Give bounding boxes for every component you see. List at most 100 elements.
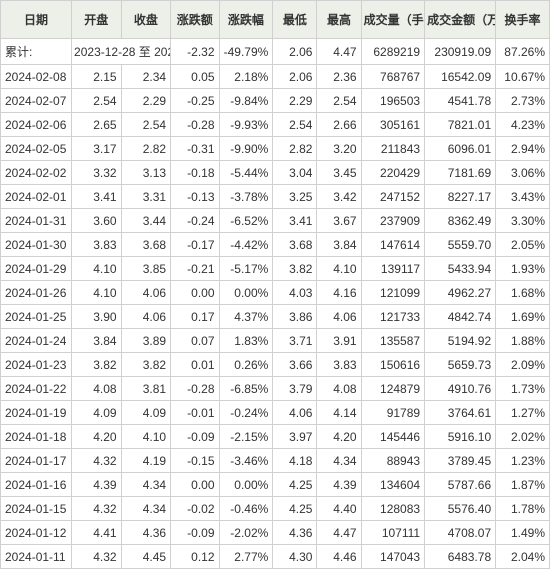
col-header-date: 日期 [1,1,72,39]
cell-vol: 88943 [361,449,425,473]
cell-chgval: -0.17 [171,233,219,257]
cell-low: 4.30 [273,545,317,569]
cell-chgpct: -0.24% [219,401,273,425]
cell-open: 4.32 [72,545,122,569]
cell-vol: 305161 [361,113,425,137]
cell-high: 4.34 [317,449,361,473]
cell-close: 3.89 [121,329,171,353]
stock-history-table: 日期 开盘 收盘 涨跌额 涨跌幅 最低 最高 成交量（手） 成交金额（万） 换手… [0,0,550,569]
cell-chgval: -0.13 [171,185,219,209]
cell-amt: 8362.49 [425,209,496,233]
cell-chgpct: -5.44% [219,161,273,185]
cell-chgpct: -5.17% [219,257,273,281]
cell-chgpct: 1.83% [219,329,273,353]
cell-turn: 2.09% [496,353,550,377]
cell-low: 4.25 [273,473,317,497]
cell-turn: 1.23% [496,449,550,473]
cell-turn: 3.43% [496,185,550,209]
cell-chgval: 0.05 [171,65,219,89]
cell-chgpct: 0.26% [219,353,273,377]
cell-date: 2024-01-22 [1,377,72,401]
cell-chgval: 0.01 [171,353,219,377]
cell-vol: 247152 [361,185,425,209]
cell-date: 2024-01-23 [1,353,72,377]
cell-close: 3.44 [121,209,171,233]
cell-high: 3.84 [317,233,361,257]
cell-vol: 145446 [361,425,425,449]
table-header: 日期 开盘 收盘 涨跌额 涨跌幅 最低 最高 成交量（手） 成交金额（万） 换手… [1,1,550,39]
cell-open: 3.60 [72,209,122,233]
cell-high: 3.20 [317,137,361,161]
cell-high: 4.10 [317,257,361,281]
summary-label: 累计: [1,39,72,65]
cell-high: 4.08 [317,377,361,401]
table-row: 2024-01-294.103.85-0.21-5.17%3.824.10139… [1,257,550,281]
cell-open: 4.20 [72,425,122,449]
cell-low: 2.29 [273,89,317,113]
cell-vol: 128083 [361,497,425,521]
cell-low: 4.18 [273,449,317,473]
cell-turn: 4.23% [496,113,550,137]
cell-vol: 196503 [361,89,425,113]
cell-amt: 4541.78 [425,89,496,113]
cell-amt: 4962.27 [425,281,496,305]
table-row: 2024-01-224.083.81-0.28-6.85%3.794.08124… [1,377,550,401]
cell-turn: 1.73% [496,377,550,401]
cell-high: 3.83 [317,353,361,377]
cell-low: 3.66 [273,353,317,377]
cell-chgval: -0.21 [171,257,219,281]
col-header-chgpct: 涨跌幅 [219,1,273,39]
cell-chgpct: -3.46% [219,449,273,473]
cell-chgval: -0.15 [171,449,219,473]
table-row: 2024-01-114.324.450.122.77%4.304.4614704… [1,545,550,569]
cell-date: 2024-01-24 [1,329,72,353]
cell-amt: 7821.01 [425,113,496,137]
summary-vol: 6289219 [361,39,425,65]
cell-close: 4.09 [121,401,171,425]
cell-low: 3.82 [273,257,317,281]
cell-amt: 5559.70 [425,233,496,257]
cell-vol: 768767 [361,65,425,89]
cell-chgval: -0.01 [171,401,219,425]
cell-close: 4.36 [121,521,171,545]
cell-date: 2024-01-25 [1,305,72,329]
col-header-amt: 成交金额（万） [425,1,496,39]
cell-low: 3.86 [273,305,317,329]
summary-chgpct: -49.79% [219,39,273,65]
table-row: 2024-01-194.094.09-0.01-0.24%4.064.14917… [1,401,550,425]
cell-open: 4.10 [72,281,122,305]
cell-date: 2024-02-05 [1,137,72,161]
summary-high: 4.47 [317,39,361,65]
cell-chgval: 0.00 [171,281,219,305]
table-row: 2024-01-253.904.060.174.37%3.864.0612173… [1,305,550,329]
cell-date: 2024-01-18 [1,425,72,449]
col-header-chgval: 涨跌额 [171,1,219,39]
table-row: 2024-02-062.652.54-0.28-9.93%2.542.66305… [1,113,550,137]
summary-low: 2.06 [273,39,317,65]
cell-high: 3.91 [317,329,361,353]
cell-open: 3.32 [72,161,122,185]
summary-row: 累计: 2023-12-28 至 2024-02-08 -2.32 -49.79… [1,39,550,65]
cell-turn: 1.69% [496,305,550,329]
cell-high: 3.45 [317,161,361,185]
cell-chgpct: -2.02% [219,521,273,545]
cell-low: 2.82 [273,137,317,161]
cell-vol: 121733 [361,305,425,329]
cell-open: 3.82 [72,353,122,377]
cell-high: 2.66 [317,113,361,137]
cell-turn: 2.05% [496,233,550,257]
cell-date: 2024-01-11 [1,545,72,569]
cell-amt: 5916.10 [425,425,496,449]
col-header-turn: 换手率 [496,1,550,39]
cell-vol: 139117 [361,257,425,281]
cell-close: 3.13 [121,161,171,185]
cell-close: 4.45 [121,545,171,569]
cell-turn: 1.78% [496,497,550,521]
cell-vol: 237909 [361,209,425,233]
cell-chgpct: 4.37% [219,305,273,329]
col-header-vol: 成交量（手） [361,1,425,39]
table-body: 累计: 2023-12-28 至 2024-02-08 -2.32 -49.79… [1,39,550,569]
cell-vol: 211843 [361,137,425,161]
col-header-open: 开盘 [72,1,122,39]
cell-amt: 4708.07 [425,521,496,545]
